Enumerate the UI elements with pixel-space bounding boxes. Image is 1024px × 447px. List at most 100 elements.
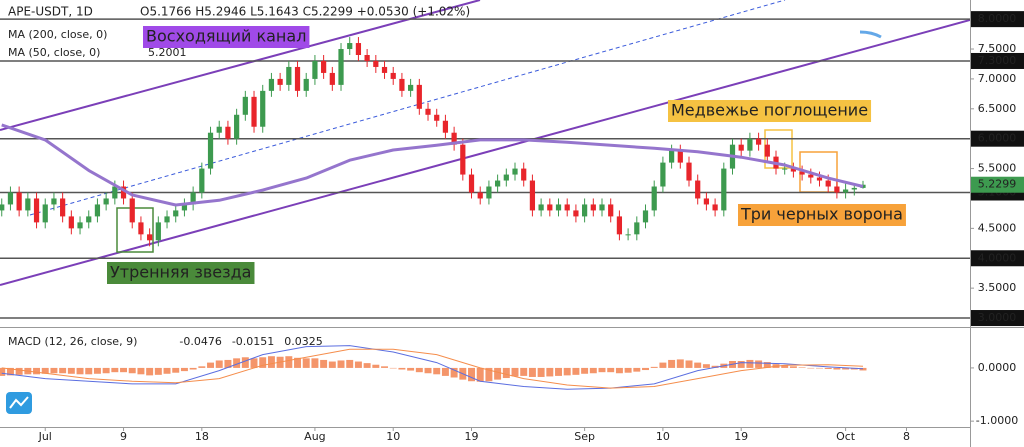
candle-body: [555, 204, 562, 211]
macd-histogram-bar: [259, 357, 267, 368]
x-tick-label: 19: [734, 430, 748, 443]
macd-histogram-bar: [407, 367, 415, 371]
ohlc: O5.1766 H5.2946 L5.1643 C5.2299 +0.0530 …: [140, 5, 470, 19]
candle-body: [120, 186, 127, 199]
macd-histogram-bar: [702, 364, 710, 368]
logo: [6, 392, 32, 414]
macd-histogram-bar: [450, 367, 458, 378]
macd-histogram-bar: [781, 365, 789, 368]
candle-body: [33, 198, 40, 223]
candle-body: [60, 198, 66, 217]
candle-body: [747, 138, 753, 151]
indicator-value: -0.0476: [179, 335, 221, 348]
candle-body: [721, 168, 727, 211]
candle-body: [199, 168, 205, 193]
candle-body: [16, 192, 22, 211]
macd-histogram-bar: [172, 367, 180, 373]
macd-histogram-bar: [546, 367, 554, 377]
macd-histogram-bar: [354, 361, 362, 368]
candle-body: [486, 186, 492, 199]
candle-body: [381, 66, 388, 73]
macd-histogram-bar: [15, 367, 23, 375]
candle-body: [329, 72, 335, 85]
annotation: Утренняя звезда: [110, 263, 251, 282]
macd-histogram-bar: [224, 359, 232, 368]
candle-body: [582, 204, 588, 217]
axis-label: 4.0000: [978, 251, 1017, 264]
axis-label-box: [971, 310, 1024, 327]
x-tick-label: 10: [656, 430, 670, 443]
candle-body: [94, 204, 101, 217]
x-tick-label: Jul: [38, 430, 52, 443]
axis-label: 7.3000: [978, 54, 1017, 67]
candle-body: [0, 204, 5, 211]
candle-body: [216, 126, 222, 133]
macd-histogram-bar: [346, 359, 354, 368]
macd-histogram-bar: [241, 357, 249, 368]
candle-body: [347, 43, 353, 50]
candle-body: [590, 204, 596, 211]
macd-histogram-bar: [67, 367, 75, 374]
x-tick-label: 8: [903, 430, 910, 443]
macd-histogram-bar: [398, 367, 406, 370]
candle-body: [834, 186, 840, 193]
macd-histogram-bar: [163, 367, 171, 374]
macd-histogram-bar: [607, 367, 615, 373]
candle-body: [207, 132, 214, 169]
axis-label-box: [971, 52, 1024, 69]
macd-histogram-bar: [494, 367, 502, 380]
macd-histogram-bar: [842, 367, 850, 370]
macd-histogram-bar: [737, 361, 745, 368]
candle-body: [521, 168, 527, 181]
y-tick-label: 5.5000: [978, 162, 1017, 175]
candle-body: [242, 96, 248, 115]
candle-body: [147, 234, 153, 241]
candle-body: [712, 204, 718, 211]
macd-histogram-bar: [650, 366, 658, 368]
macd-histogram-bar: [511, 367, 519, 377]
candle-body: [7, 192, 14, 205]
candle-body: [851, 187, 857, 190]
y-tick-label: 3.5000: [978, 281, 1017, 294]
candle-body: [399, 78, 405, 91]
moving-average: [1, 123, 864, 207]
axis-label-box: [971, 130, 1024, 147]
candle-body: [625, 234, 631, 236]
macd-histogram-bar: [572, 367, 580, 375]
macd-histogram-bar: [441, 367, 449, 376]
candle-body: [390, 72, 396, 79]
macd-histogram-bar: [859, 367, 867, 371]
macd-histogram-bar: [789, 366, 797, 368]
macd-histogram-bar: [415, 367, 423, 373]
candle-body: [155, 222, 161, 241]
candle-body: [755, 138, 762, 145]
candle-body: [355, 43, 362, 55]
macd-histogram-bar: [476, 367, 484, 382]
candle-body: [68, 216, 74, 229]
indicator-name: MACD (12, 26, close, 9): [8, 335, 137, 348]
annotation: Три черных ворона: [740, 205, 903, 224]
candle-body: [173, 210, 179, 217]
annotation: Медвежье поглощение: [671, 101, 868, 120]
candle-body: [225, 126, 231, 139]
candle-body: [181, 204, 188, 211]
candle-body: [547, 204, 553, 211]
candle-body: [460, 144, 466, 175]
macd-line: [1, 345, 864, 390]
macd-histogram-bar: [807, 367, 815, 369]
macd-histogram-bar: [668, 359, 676, 368]
candle-body: [277, 78, 283, 85]
macd-histogram-bar: [528, 367, 536, 377]
macd-histogram-bar: [41, 367, 49, 374]
drawing-stroke: [859, 30, 882, 39]
macd-histogram-bar: [833, 367, 841, 370]
indicator-value: 5.2001: [148, 46, 187, 59]
drawings: [0, 0, 970, 286]
annotation-box: [668, 100, 872, 122]
macd-histogram-bar: [615, 367, 623, 374]
candle-body: [42, 204, 48, 223]
candle-body: [573, 210, 579, 217]
y-tick-label: -1.0000: [976, 414, 1018, 427]
candle-body: [190, 192, 196, 205]
macd-histogram-bar: [328, 361, 336, 368]
